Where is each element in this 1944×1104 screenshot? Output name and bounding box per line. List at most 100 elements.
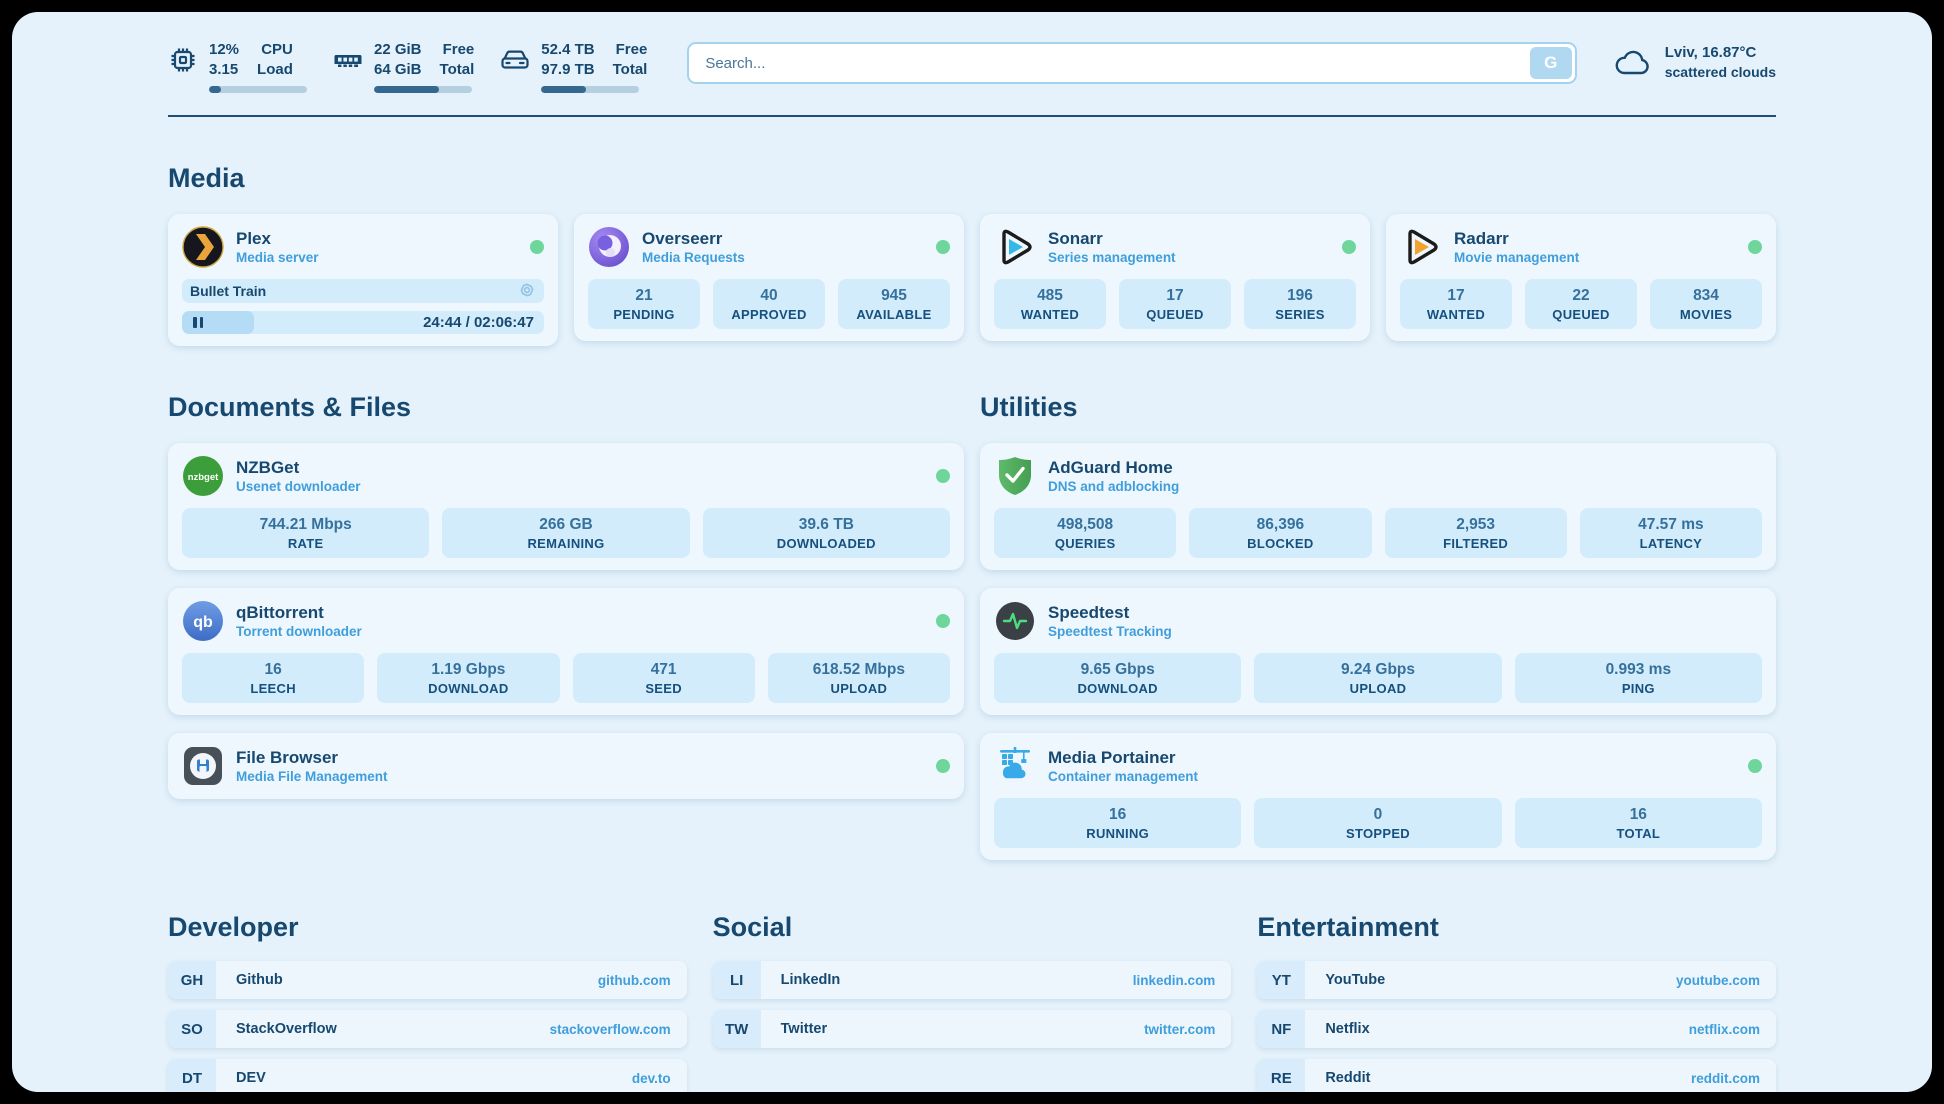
- now-playing-title: Bullet Train: [190, 283, 267, 299]
- app-desc: Media File Management: [236, 769, 388, 784]
- app-name: Sonarr: [1048, 229, 1103, 248]
- stat-queries: 498,508 QUERIES: [994, 508, 1177, 558]
- app-card-portainer[interactable]: Media Portainer Container management 16 R…: [980, 733, 1776, 860]
- link-name: StackOverflow: [236, 1021, 337, 1037]
- sonarr-icon: [1002, 229, 1032, 265]
- radarr-icon: [1408, 229, 1438, 265]
- link-url: reddit.com: [1690, 1070, 1760, 1086]
- app-name: Speedtest: [1048, 603, 1130, 622]
- stat-upload: 9.24 Gbps UPLOAD: [1254, 653, 1502, 703]
- bookmarks-developer: Developer GH Github github.com SO StackO…: [168, 912, 687, 1092]
- app-card-overseerr[interactable]: Overseerr Media Requests 21 PENDING 40 APP…: [574, 214, 964, 341]
- stat-remaining: 266 GB REMAINING: [442, 508, 690, 558]
- disk-free-label: Free: [615, 41, 648, 58]
- link-netflix[interactable]: NF Netflix netflix.com: [1257, 1010, 1776, 1048]
- search-input[interactable]: [687, 42, 1577, 84]
- svg-text:qb: qb: [193, 614, 213, 631]
- disk-free-value: 52.4 TB: [541, 41, 595, 58]
- section-title-documents: Documents & Files: [168, 392, 412, 422]
- stat-download: 1.19 Gbps DOWNLOAD: [377, 653, 560, 703]
- stat-movies: 834 MOVIES: [1650, 279, 1762, 329]
- section-title-social: Social: [712, 912, 793, 942]
- stat-available: 945 AVAILABLE: [838, 279, 950, 329]
- adguard-icon: [999, 457, 1031, 495]
- app-card-radarr[interactable]: Radarr Movie management 17 WANTED 22 QUEUE…: [1386, 214, 1776, 341]
- app-desc: Media server: [236, 250, 319, 265]
- app-card-nzbget[interactable]: nzbget NZBGet Usenet downloader 744.21 M…: [168, 443, 964, 570]
- status-dot: [936, 240, 950, 254]
- link-reddit[interactable]: RE Reddit reddit.com: [1257, 1059, 1776, 1092]
- qbittorrent-icon: qb: [183, 601, 223, 641]
- svg-text:nzbget: nzbget: [188, 472, 219, 483]
- app-name: Plex: [236, 229, 271, 248]
- status-dot: [936, 614, 950, 628]
- bookmarks-entertainment: Entertainment YT YouTube youtube.com NF …: [1257, 912, 1776, 1092]
- link-linkedin[interactable]: LI LinkedIn linkedin.com: [712, 961, 1232, 999]
- link-name: YouTube: [1325, 972, 1386, 988]
- stat-ping: 0.993 ms PING: [1514, 653, 1762, 703]
- link-abbr: SO: [168, 1010, 216, 1048]
- playback-progress-bar: 24:44 / 02:06:47: [182, 311, 544, 334]
- link-abbr: NF: [1257, 1010, 1306, 1048]
- stat-wanted: 17 WANTED: [1400, 279, 1512, 329]
- ram-stat: 22 GiB 64 GiB Free Total: [333, 40, 474, 93]
- app-card-filebrowser[interactable]: File Browser Media File Management: [168, 733, 964, 799]
- cpu-progress-bar: [209, 86, 307, 93]
- app-name: qBittorrent: [236, 603, 324, 622]
- search-engine-button[interactable]: G: [1529, 47, 1572, 79]
- status-dot: [936, 759, 950, 773]
- link-name: Netflix: [1325, 1021, 1370, 1037]
- now-playing-row: Bullet Train: [182, 279, 544, 303]
- weather-condition: scattered clouds: [1664, 64, 1776, 81]
- app-card-sonarr[interactable]: Sonarr Series management 485 WANTED 17 QUE…: [980, 214, 1370, 341]
- app-card-qbittorrent[interactable]: qb qBittorrent Torrent downloader 16 LEEC…: [168, 588, 964, 715]
- playback-time: 24:44 / 02:06:47: [423, 314, 534, 331]
- disk-total-value: 97.9 TB: [541, 60, 595, 78]
- link-url: stackoverflow.com: [549, 1021, 671, 1037]
- link-github[interactable]: GH Github github.com: [168, 961, 687, 999]
- media-settings-icon[interactable]: [518, 282, 536, 300]
- stat-download: 9.65 Gbps DOWNLOAD: [994, 653, 1242, 703]
- nzbget-icon: nzbget: [183, 456, 223, 496]
- app-desc: Container management: [1048, 769, 1199, 784]
- filebrowser-icon: [184, 747, 222, 785]
- stat-approved: 40 APPROVED: [713, 279, 825, 329]
- stat-blocked: 86,396 BLOCKED: [1189, 508, 1372, 558]
- link-stackoverflow[interactable]: SO StackOverflow stackoverflow.com: [168, 1010, 687, 1048]
- link-url: youtube.com: [1675, 972, 1760, 988]
- app-card-speedtest[interactable]: Speedtest Speedtest Tracking 9.65 Gbps DO…: [980, 588, 1776, 715]
- search-bar: G: [687, 42, 1577, 84]
- media-grid: Plex Media server Bullet Train: [168, 214, 1776, 346]
- cpu-load-value: 3.15: [209, 60, 239, 78]
- link-url: linkedin.com: [1132, 972, 1216, 988]
- bookmarks-social: Social LI LinkedIn linkedin.com TW Twitt…: [712, 912, 1232, 1092]
- ram-progress-bar: [374, 86, 472, 93]
- ram-free-label: Free: [442, 41, 475, 58]
- status-dot: [936, 469, 950, 483]
- cpu-icon: [171, 48, 195, 71]
- link-youtube[interactable]: YT YouTube youtube.com: [1257, 961, 1776, 999]
- overseerr-icon: [589, 227, 629, 267]
- app-desc: DNS and adblocking: [1048, 479, 1180, 494]
- app-name: Media Portainer: [1048, 748, 1176, 767]
- app-desc: Usenet downloader: [236, 479, 361, 494]
- status-dot: [1748, 759, 1762, 773]
- disk-stat: 52.4 TB 97.9 TB Free Total: [500, 40, 647, 93]
- app-card-adguard[interactable]: AdGuard Home DNS and adblocking 498,508 Q…: [980, 443, 1776, 570]
- app-name: File Browser: [236, 748, 339, 767]
- stat-series: 196 SERIES: [1244, 279, 1356, 329]
- status-dot: [1342, 240, 1356, 254]
- stat-rate: 744.21 Mbps RATE: [182, 508, 430, 558]
- app-card-plex[interactable]: Plex Media server Bullet Train: [168, 214, 558, 346]
- link-abbr: TW: [712, 1010, 761, 1048]
- section-title-utilities: Utilities: [980, 392, 1078, 422]
- link-twitter[interactable]: TW Twitter twitter.com: [712, 1010, 1232, 1048]
- weather-widget: Lviv, 16.87°C scattered clouds: [1613, 43, 1776, 82]
- link-dev[interactable]: DT DEV dev.to: [168, 1059, 687, 1092]
- stat-downloaded: 39.6 TB DOWNLOADED: [702, 508, 950, 558]
- section-title-entertainment: Entertainment: [1257, 912, 1439, 942]
- app-desc: Movie management: [1454, 250, 1580, 265]
- speedtest-icon: [996, 602, 1034, 640]
- link-name: Reddit: [1325, 1070, 1371, 1086]
- ram-total-label: Total: [439, 60, 475, 78]
